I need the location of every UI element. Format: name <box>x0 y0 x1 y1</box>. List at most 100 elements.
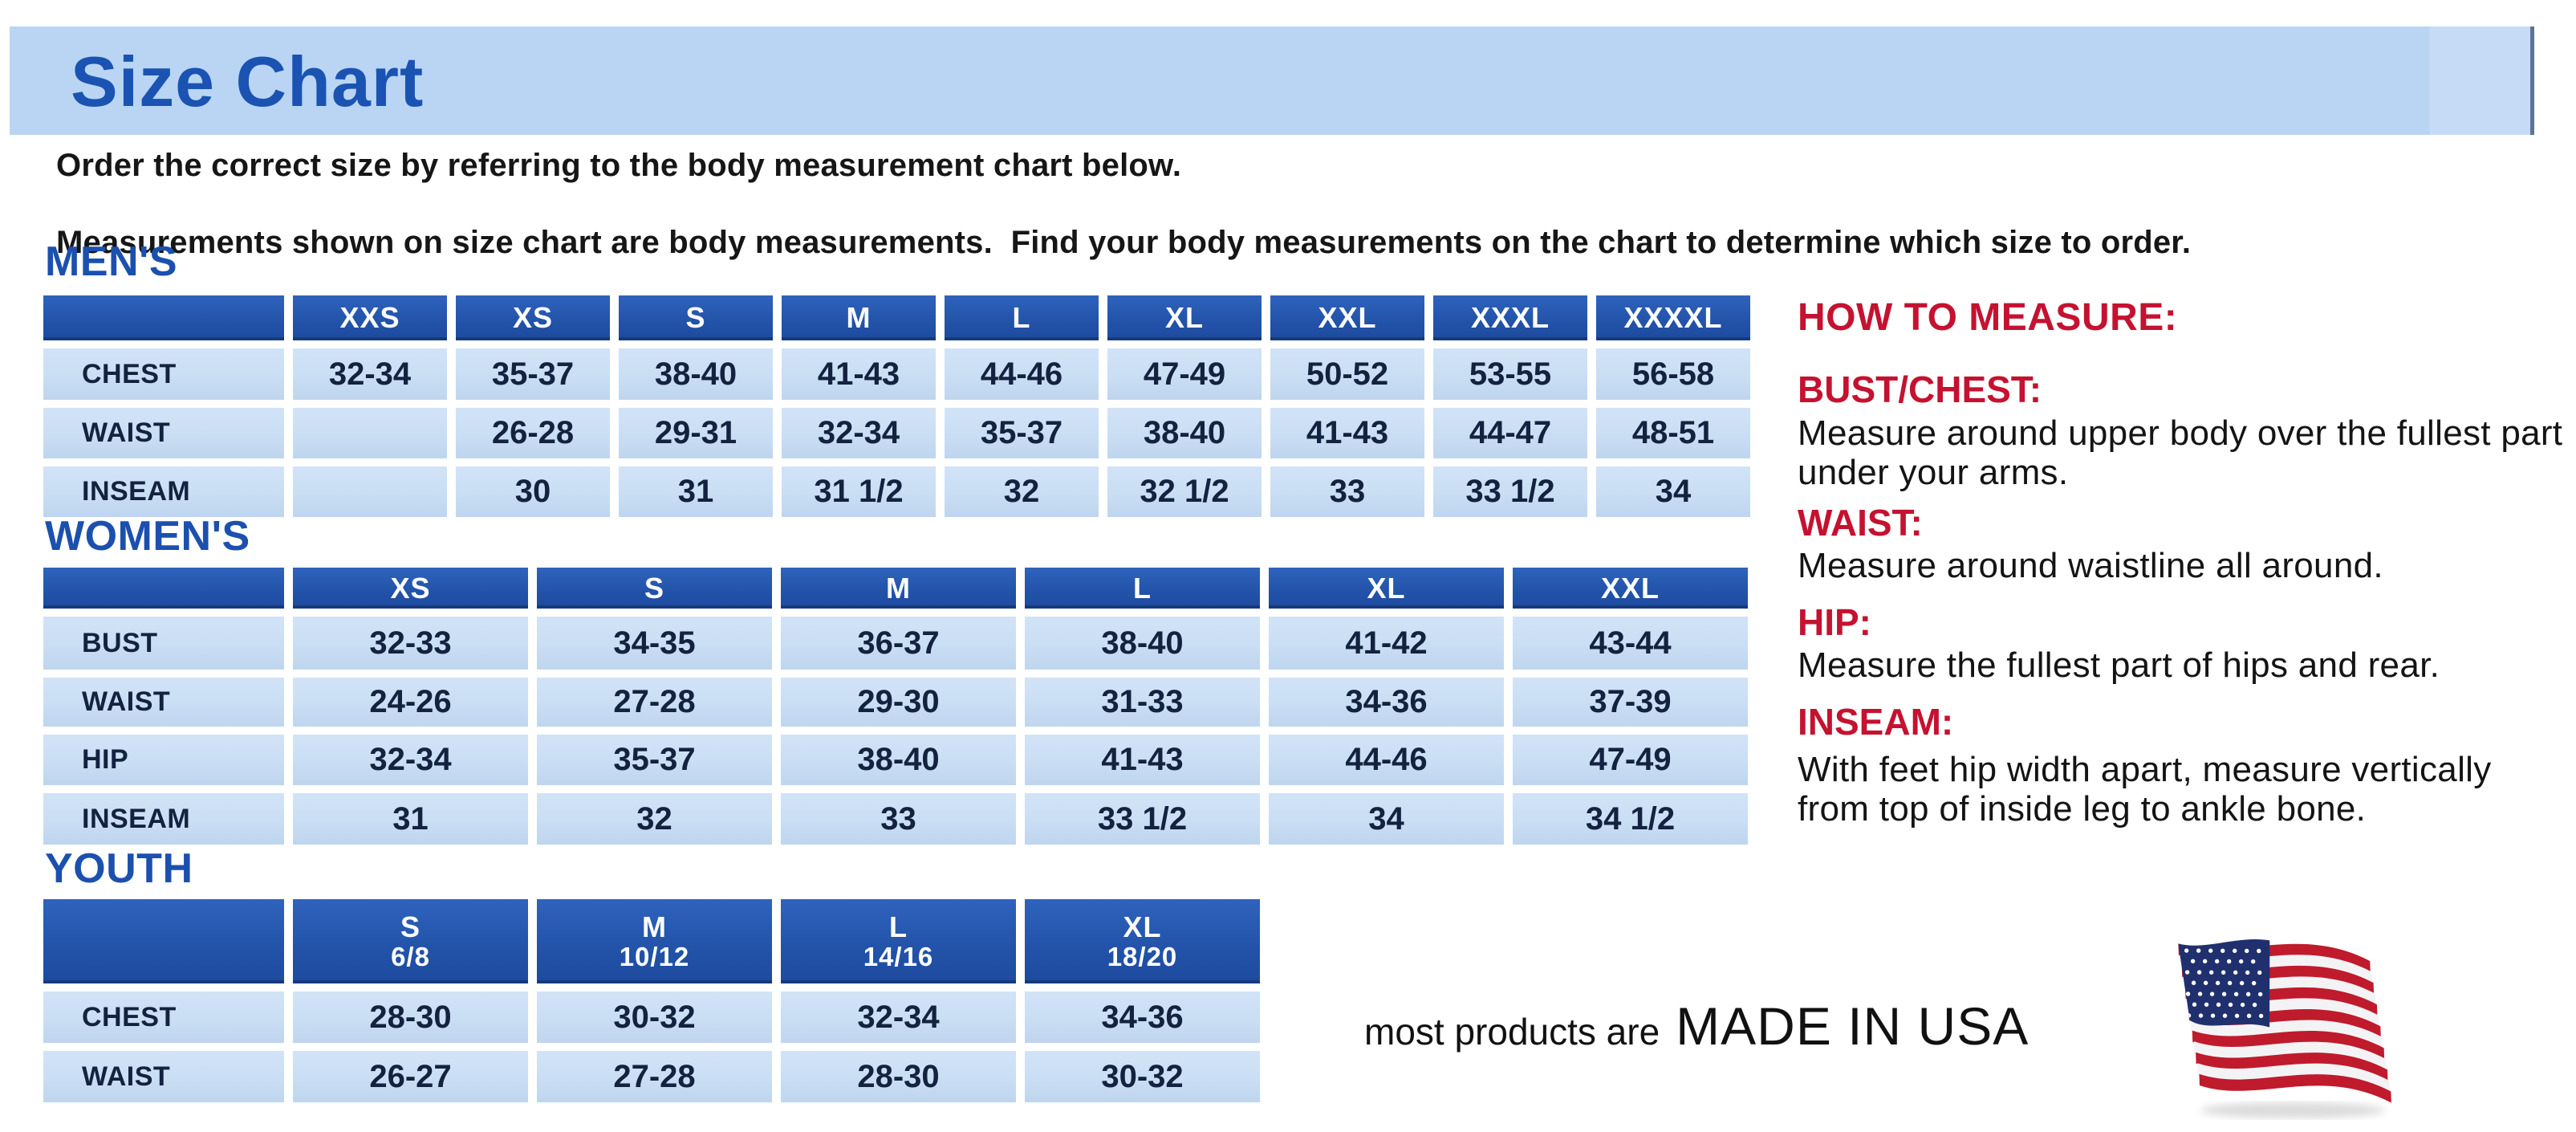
made-in-usa-label: MADE IN USA <box>1676 996 2030 1056</box>
size-column-header: XXXL <box>1433 295 1587 340</box>
flag-star <box>2251 980 2257 986</box>
size-value-cell: 34-36 <box>1269 678 1504 727</box>
flag-star <box>2209 992 2215 996</box>
size-column-header: L 14/16 <box>781 899 1016 983</box>
size-range-label: 6/8 <box>391 942 430 972</box>
flag-star <box>2196 970 2202 975</box>
size-column-header: XL <box>1269 568 1504 609</box>
flag-star <box>2185 992 2191 996</box>
size-value-cell: 33 <box>1270 466 1424 517</box>
how-to-measure-title: HOW TO MEASURE: <box>1798 296 2178 339</box>
flag-star <box>2214 959 2220 964</box>
made-in-usa-line: most products are MADE IN USA <box>1364 996 2029 1057</box>
size-value-cell: 48-51 <box>1596 408 1750 458</box>
size-table-womens: XS S M L XL XXL BUST 32-33 34-35 36-37 38-40 41-42 4… <box>43 568 1748 845</box>
flag-star <box>2246 1013 2252 1019</box>
row-label: CHEST <box>43 348 284 400</box>
flag-star <box>2226 959 2232 964</box>
size-label: S <box>400 910 421 943</box>
flag-star <box>2240 1002 2245 1008</box>
size-value-cell: 29-30 <box>781 678 1016 727</box>
size-value-cell: 26-27 <box>293 1051 528 1102</box>
size-value-cell: 33 <box>781 793 1016 845</box>
flag-star <box>2216 1002 2221 1008</box>
flag-star <box>2245 992 2251 997</box>
size-value-cell: 41-42 <box>1269 617 1504 670</box>
size-value-cell: 34-35 <box>537 617 772 670</box>
row-label: WAIST <box>43 408 284 458</box>
size-value-cell: 47-49 <box>1107 348 1262 400</box>
size-value-cell: 27-28 <box>537 1051 772 1102</box>
size-label: M <box>642 910 667 943</box>
size-column-header: XXXXL <box>1596 295 1750 340</box>
row-label: HIP <box>43 735 284 785</box>
flag-star <box>2239 980 2245 986</box>
size-value-cell: 38-40 <box>1107 408 1262 458</box>
size-column-header: XS <box>293 568 528 609</box>
size-value-cell: 31-33 <box>1025 678 1260 727</box>
flag-star <box>2257 992 2263 997</box>
row-label: WAIST <box>43 678 284 727</box>
section-heading-mens: MEN'S <box>45 238 178 285</box>
size-value-cell: 31 1/2 <box>782 466 936 517</box>
size-value-cell: 30-32 <box>537 992 772 1043</box>
size-value-cell: 35-37 <box>945 408 1099 458</box>
size-value-cell: 33 1/2 <box>1433 466 1587 517</box>
flag-star <box>2190 959 2196 963</box>
size-value-cell: 32 <box>945 466 1099 517</box>
size-value-cell: 41-43 <box>1025 735 1260 785</box>
size-column-header: S <box>619 295 773 340</box>
row-label: BUST <box>43 617 284 670</box>
size-value-cell: 32-34 <box>781 992 1016 1043</box>
measure-text-inseam: With feet hip width apart, measure verti… <box>1798 750 2492 829</box>
page-title: Size Chart <box>71 42 425 121</box>
size-column-header: M 10/12 <box>537 899 772 983</box>
flag-star <box>2191 980 2196 985</box>
size-column-header: L <box>1025 568 1260 609</box>
size-column-header: S <box>537 568 772 609</box>
size-column-header: XXL <box>1270 295 1424 340</box>
flag-star <box>2196 948 2201 953</box>
size-table-youth: S 6/8 M 10/12 L 14/16 XL 18/20 CHEST 28-30 30-32 32… <box>43 899 1260 1102</box>
size-column-header: S 6/8 <box>293 899 528 983</box>
flag-star <box>2257 948 2261 954</box>
row-label: WAIST <box>43 1051 284 1102</box>
flag-stripe <box>2199 1073 2391 1103</box>
size-value-cell: 44-46 <box>945 348 1099 400</box>
intro-text: Order the correct size by referring to t… <box>56 146 2191 262</box>
size-value-cell: 30-32 <box>1025 1051 1260 1102</box>
size-column-header: XXL <box>1513 568 1748 609</box>
intro-line-2: Measurements shown on size chart are bod… <box>56 225 2192 260</box>
size-column-header: XL 18/20 <box>1025 899 1260 983</box>
size-value-cell: 53-55 <box>1433 348 1587 400</box>
size-value-cell: 24-26 <box>293 678 528 727</box>
flag-stripe <box>2193 1041 2387 1071</box>
title-bar: Size Chart <box>10 26 2534 135</box>
size-value-cell: 34 <box>1269 793 1504 845</box>
size-value-cell: 33 1/2 <box>1025 793 1260 845</box>
flag-star <box>2202 959 2208 964</box>
row-label: INSEAM <box>43 793 284 845</box>
flag-star <box>2198 1013 2204 1018</box>
flag-stripe <box>2196 1052 2388 1081</box>
size-column-header: XS <box>456 295 610 340</box>
table-corner-cell <box>43 568 284 609</box>
measure-text-bust-chest: Measure around upper body over the fulle… <box>1798 413 2563 492</box>
size-value-cell <box>293 466 447 517</box>
size-value-cell: 38-40 <box>619 348 773 400</box>
section-heading-womens: WOMEN'S <box>45 513 250 560</box>
size-value-cell: 50-52 <box>1270 348 1424 400</box>
size-value-cell: 38-40 <box>781 735 1016 785</box>
flag-star <box>2228 1002 2233 1008</box>
size-value-cell: 32-33 <box>293 617 528 670</box>
flag-stripe <box>2190 1020 2383 1049</box>
size-value-cell: 41-43 <box>782 348 936 400</box>
flag-star <box>2245 970 2250 975</box>
size-column-header: XL <box>1107 295 1262 340</box>
size-value-cell: 41-43 <box>1270 408 1424 458</box>
flag-star <box>2257 970 2262 975</box>
made-in-usa-prefix: most products are <box>1364 1011 1660 1053</box>
size-value-cell: 37-39 <box>1513 678 1748 727</box>
section-heading-youth: YOUTH <box>45 845 193 892</box>
flag-star <box>2238 959 2244 964</box>
